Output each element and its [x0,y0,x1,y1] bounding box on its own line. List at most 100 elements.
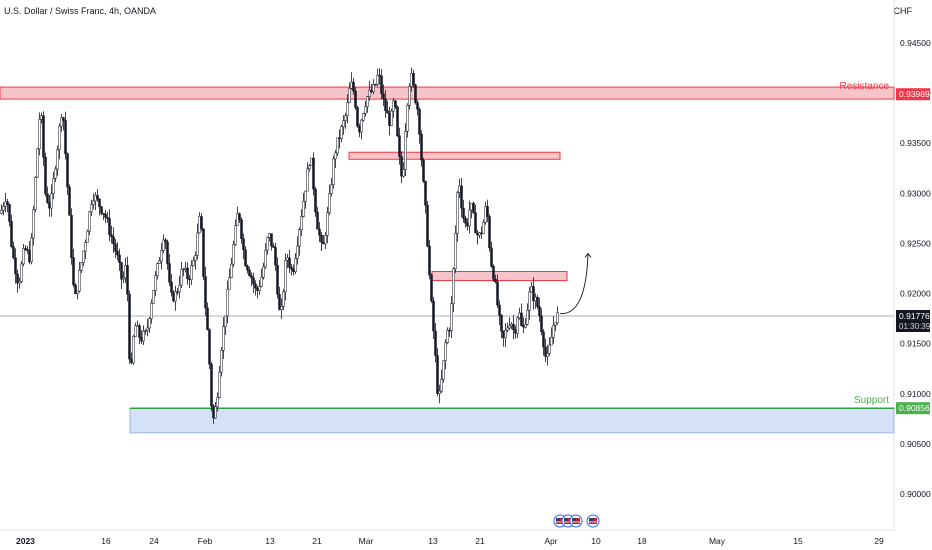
candle [246,265,249,271]
y-tick-label: 0.93000 [900,188,931,198]
candle [194,255,197,261]
candle [266,237,269,251]
candle [344,115,347,121]
candle [434,330,437,356]
candle [168,263,171,283]
candle [220,350,223,373]
candle [268,233,271,238]
candle [210,363,213,407]
candle [226,289,229,317]
x-tick-label: Apr [544,536,557,546]
candle [72,257,75,286]
candle [480,232,483,234]
candle [148,318,151,329]
candle [552,325,555,338]
candle [42,115,45,158]
candle [410,73,413,87]
candle [494,278,497,283]
candle [382,93,385,100]
support-label: Support [854,395,889,406]
x-tick-label: 24 [149,536,159,546]
candle [468,209,471,227]
candle [140,337,143,342]
candle [160,250,163,262]
candle [290,267,293,270]
candle [206,307,209,331]
candle [490,247,493,267]
candle [170,281,173,293]
candle [346,102,349,117]
candle [510,323,513,327]
candle [232,244,235,265]
y-tick-label: 0.94500 [900,38,931,48]
candle [248,270,251,276]
candle [106,217,109,219]
candle [224,315,227,327]
candle [472,202,475,213]
resistance-label: Resistance [840,81,890,92]
candle [14,257,17,275]
candle [92,200,95,205]
candle [516,317,519,334]
candle [524,324,527,328]
candle [466,222,469,227]
candle [114,243,117,252]
candle [214,406,217,419]
candle [496,281,499,306]
candle [348,88,351,103]
candle [540,315,543,332]
candle [538,306,541,316]
candle [332,158,335,185]
last-price-label: 0.91776 [899,311,930,321]
candle [522,325,525,328]
candle [484,206,487,223]
candle [138,325,141,338]
candle [78,270,81,292]
candle [86,230,89,243]
candle [412,73,415,86]
price-badge [896,402,930,415]
candle [218,371,221,398]
candle [368,90,371,97]
price-badge [896,88,930,101]
candle [280,306,283,310]
candle [240,219,243,240]
candle [120,262,123,280]
candle [520,312,523,326]
candle [0,209,3,214]
x-tick-label: 13 [265,536,275,546]
candle [416,102,419,110]
candle [264,249,267,268]
candle [422,159,425,182]
candle [340,126,343,140]
us-flag-icon [589,518,593,521]
candle [542,331,545,348]
candle [550,337,553,346]
zone-1 [348,151,561,160]
candle [304,190,307,202]
candle [122,277,125,280]
candle [310,157,313,166]
candle [104,213,107,218]
candle [444,342,447,361]
candle [418,109,421,135]
candle [432,300,435,332]
candle [278,294,281,310]
candle [146,327,149,331]
candle [498,304,501,316]
candle [216,397,219,408]
y-tick-label: 0.91000 [900,389,931,399]
candle [518,312,521,319]
candle [328,193,331,214]
candle [374,84,377,86]
candle [462,207,465,219]
candle [364,106,367,114]
candle [274,247,277,266]
candle [186,267,189,280]
candle [154,275,157,291]
candle [40,115,43,120]
candle [370,90,373,93]
candle [396,106,399,137]
candle [362,113,365,121]
